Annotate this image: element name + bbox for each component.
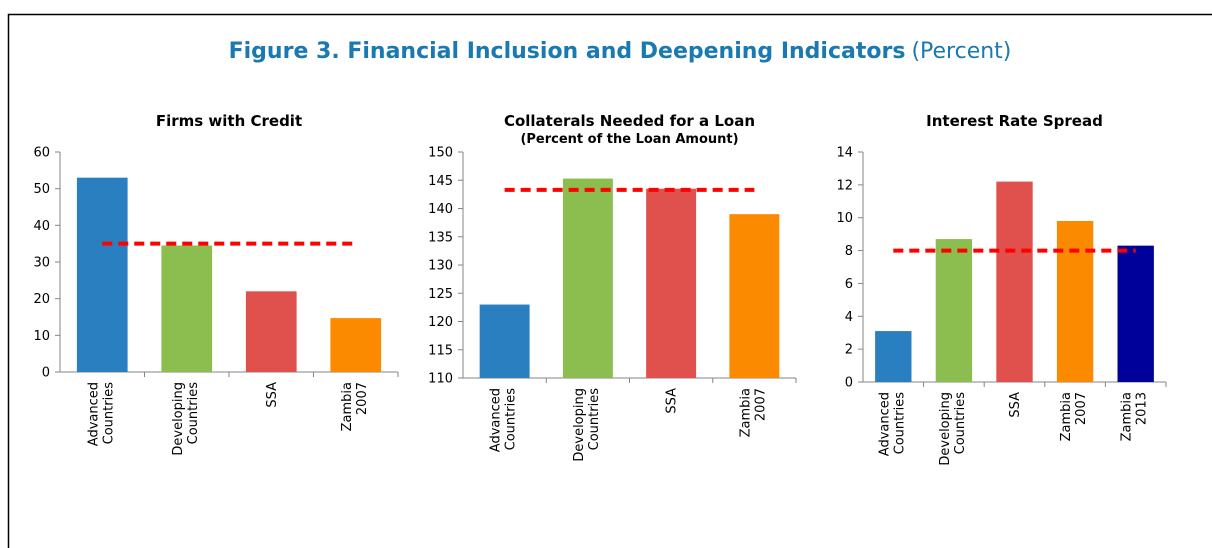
bar — [875, 331, 912, 382]
x-tick-label: DevelopingCountries — [171, 382, 201, 456]
x-tick-label-line: Advanced — [489, 388, 504, 452]
y-tick-label: 40 — [33, 219, 50, 234]
y-tick-label: 150 — [428, 146, 453, 161]
x-tick-label-line: Countries — [953, 392, 968, 455]
x-tick-label-line: Advanced — [86, 382, 101, 446]
x-tick-label-line: Zambia — [340, 382, 355, 431]
y-tick-label: 50 — [33, 182, 50, 197]
chart-title: Collaterals Needed for a Loan — [504, 112, 755, 130]
bar — [729, 214, 780, 378]
bar — [996, 181, 1033, 382]
y-tick-label: 12 — [836, 178, 853, 193]
figure-unit: (Percent) — [911, 39, 1011, 64]
x-tick-label-line: 2013 — [1135, 392, 1150, 425]
x-tick-label: Zambia2007 — [1059, 392, 1089, 441]
x-tick-label-line: Countries — [101, 382, 116, 445]
y-tick-label: 135 — [428, 230, 453, 245]
y-tick-label: 14 — [836, 146, 853, 161]
bar — [245, 291, 297, 372]
frame — [7, 13, 1212, 548]
bar — [479, 304, 530, 378]
x-tick-label-line: 2007 — [1074, 392, 1089, 425]
y-tick-label: 145 — [428, 174, 453, 189]
x-tick-label-line: Countries — [892, 392, 907, 455]
y-tick-label: 120 — [428, 315, 453, 330]
x-tick-label-line: Countries — [587, 388, 602, 451]
y-tick-label: 0 — [42, 366, 50, 381]
x-tick-label: AdvancedCountries — [877, 392, 907, 456]
x-tick-label: SSA — [1008, 392, 1023, 418]
bar — [161, 245, 213, 372]
bar — [646, 188, 697, 378]
x-tick-label: AdvancedCountries — [86, 382, 116, 446]
y-tick-label: 8 — [845, 244, 853, 259]
x-tick-label-line: Countries — [186, 382, 201, 445]
x-tick-label: DevelopingCountries — [938, 392, 968, 466]
x-tick-label: SSA — [665, 388, 680, 414]
bar — [935, 239, 973, 382]
x-tick-label: DevelopingCountries — [572, 388, 602, 462]
chart-title: Interest Rate Spread — [926, 112, 1103, 130]
y-tick-label: 6 — [845, 277, 853, 292]
bar — [330, 318, 382, 372]
x-tick-label-line: Zambia — [1120, 392, 1135, 441]
y-tick-label: 140 — [428, 202, 453, 217]
x-tick-label-line: Zambia — [1059, 392, 1074, 441]
x-tick-label: Zambia2007 — [340, 382, 370, 431]
x-tick-label: AdvancedCountries — [489, 388, 519, 452]
bar — [1117, 245, 1154, 382]
bar — [1056, 221, 1094, 382]
y-tick-label: 30 — [33, 256, 50, 271]
x-tick-label-line: Developing — [572, 388, 587, 462]
x-tick-label-line: 2007 — [355, 382, 370, 415]
bar — [562, 178, 613, 378]
y-tick-label: 115 — [428, 343, 453, 358]
x-tick-label-line: 2007 — [753, 388, 768, 421]
y-tick-label: 20 — [33, 292, 50, 307]
chart-subtitle: (Percent of the Loan Amount) — [520, 132, 738, 147]
y-tick-label: 0 — [845, 376, 853, 391]
figure-title: Figure 3. Financial Inclusion and Deepen… — [229, 39, 1012, 64]
x-tick-label-line: Developing — [938, 392, 953, 466]
bar — [76, 177, 128, 372]
figure-title-main: Figure 3. Financial Inclusion and Deepen… — [229, 39, 906, 64]
y-tick-label: 2 — [845, 343, 853, 358]
y-tick-label: 125 — [428, 287, 453, 302]
x-tick-label-line: Countries — [504, 388, 519, 451]
x-tick-label-line: Zambia — [738, 388, 753, 437]
x-tick-label: Zambia2007 — [738, 388, 768, 437]
x-tick-label: SSA — [265, 382, 280, 408]
y-tick-label: 110 — [428, 372, 453, 387]
y-tick-label: 60 — [33, 146, 50, 161]
y-tick-label: 10 — [33, 329, 50, 344]
y-tick-label: 10 — [836, 211, 853, 226]
x-tick-label: Zambia2013 — [1120, 392, 1150, 441]
x-tick-label-line: Advanced — [877, 392, 892, 456]
chart-title: Firms with Credit — [156, 112, 302, 130]
y-tick-label: 130 — [428, 259, 453, 274]
x-tick-label-line: Developing — [171, 382, 186, 456]
y-tick-label: 4 — [845, 310, 853, 325]
